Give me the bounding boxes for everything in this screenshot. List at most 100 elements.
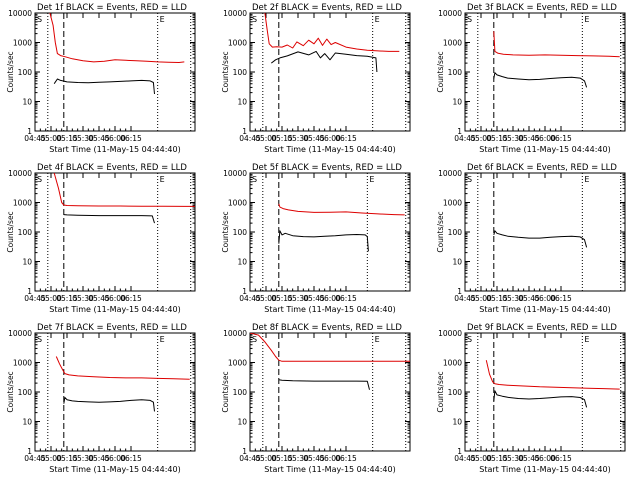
x-tick-label: 05:00	[470, 294, 492, 303]
panel-title: Det 8f BLACK = Events, RED = LLD	[252, 323, 402, 333]
y-tick-label: 1000	[13, 199, 32, 208]
y-tick-label: 10000	[223, 169, 247, 178]
y-tick-label: 10	[22, 98, 32, 107]
y-tick-label: 1	[457, 287, 462, 296]
panel-title: Det 6f BLACK = Events, RED = LLD	[467, 163, 617, 173]
y-axis-label: Counts/sec	[436, 51, 445, 92]
events-series-line	[278, 379, 370, 390]
y-tick-label: 10	[452, 418, 462, 427]
x-tick-label: 06:15	[550, 294, 572, 303]
plot-frame	[34, 332, 196, 452]
panel-title: Det 7f BLACK = Events, RED = LLD	[37, 323, 187, 333]
y-tick-label: 1	[27, 287, 32, 296]
y-tick-label: 1000	[13, 359, 32, 368]
x-tick-label: 06:00	[319, 454, 341, 463]
x-tick-label: 05:30	[502, 454, 524, 463]
events-series-line	[493, 390, 588, 408]
x-axis-label: Start Time (11-May-15 04:44:40)	[49, 145, 180, 154]
x-tick-label: 04:45	[454, 294, 476, 303]
y-tick-label: 1000	[13, 39, 32, 48]
panel-9f: Det 9f BLACK = Events, RED = LLD 1 10 100 10…	[436, 323, 626, 474]
x-tick-label: 04:45	[24, 294, 46, 303]
x-tick-label: 06:00	[104, 294, 126, 303]
y-axis-label: Counts/sec	[6, 51, 15, 92]
y-tick-label: 1000	[228, 39, 247, 48]
lld-series-line	[49, 13, 185, 63]
panel-1f: Det 1f BLACK = Events, RED = LLD 1 10 100 10…	[6, 3, 196, 154]
start-marker: S	[467, 175, 472, 184]
x-tick-label: 04:45	[239, 454, 261, 463]
events-series-line	[53, 78, 155, 95]
y-tick-label: 1000	[443, 39, 462, 48]
x-axis-label: Start Time (11-May-15 04:44:40)	[264, 305, 395, 314]
x-tick-label: 06:15	[120, 294, 142, 303]
y-tick-label: 1	[242, 447, 247, 456]
plot-frame	[34, 12, 196, 132]
x-tick-label: 05:30	[72, 454, 94, 463]
x-tick-label: 06:15	[120, 134, 142, 143]
plot-frame	[464, 172, 626, 292]
y-tick-label: 1	[457, 127, 462, 136]
y-axis-label: Counts/sec	[436, 371, 445, 412]
panel-title: Det 1f BLACK = Events, RED = LLD	[37, 3, 187, 13]
events-series-line	[278, 230, 369, 252]
events-series-line	[63, 214, 155, 224]
panel-2f: Det 2f BLACK = Events, RED = LLD 1 10 100 10…	[221, 3, 411, 154]
start-marker: S	[467, 15, 472, 24]
y-tick-label: 10000	[8, 9, 32, 18]
x-tick-label: 05:30	[287, 454, 309, 463]
y-tick-label: 1	[457, 447, 462, 456]
x-tick-label: 06:00	[319, 134, 341, 143]
y-tick-label: 100	[233, 228, 248, 237]
x-tick-label: 05:30	[502, 134, 524, 143]
x-tick-label: 05:30	[72, 294, 94, 303]
end-marker: E	[584, 15, 589, 24]
y-axis-label: Counts/sec	[436, 211, 445, 252]
panel-5f: Det 5f BLACK = Events, RED = LLD 1 10 100 10…	[221, 163, 411, 314]
x-tick-label: 04:45	[454, 454, 476, 463]
y-tick-label: 1	[27, 447, 32, 456]
x-tick-label: 05:15	[56, 454, 78, 463]
x-tick-label: 05:00	[40, 454, 62, 463]
end-marker: E	[160, 15, 165, 24]
x-tick-label: 05:30	[72, 134, 94, 143]
x-tick-label: 05:45	[303, 294, 325, 303]
end-marker: E	[369, 175, 374, 184]
lld-series-line	[278, 203, 405, 216]
x-tick-label: 06:00	[534, 454, 556, 463]
x-axis-label: Start Time (11-May-15 04:44:40)	[264, 145, 395, 154]
x-axis-label: Start Time (11-May-15 04:44:40)	[49, 465, 180, 474]
y-tick-label: 10	[22, 258, 32, 267]
start-marker: S	[467, 335, 472, 344]
y-axis-label: Counts/sec	[221, 51, 230, 92]
y-tick-label: 10	[237, 258, 247, 267]
y-tick-label: 1000	[228, 199, 247, 208]
lld-series-line	[55, 356, 190, 380]
x-tick-label: 06:00	[104, 134, 126, 143]
plot-frame	[249, 332, 411, 452]
y-tick-label: 100	[233, 388, 248, 397]
start-marker: S	[37, 175, 42, 184]
panel-4f: Det 4f BLACK = Events, RED = LLD 1 10 100 10…	[6, 163, 196, 314]
y-tick-label: 100	[448, 68, 463, 77]
plot-frame	[249, 12, 411, 132]
y-tick-label: 10000	[438, 329, 462, 338]
x-tick-label: 05:15	[486, 294, 508, 303]
x-tick-label: 05:45	[88, 294, 110, 303]
y-axis-label: Counts/sec	[221, 211, 230, 252]
y-tick-label: 10	[452, 258, 462, 267]
y-tick-label: 100	[18, 228, 33, 237]
panel-title: Det 5f BLACK = Events, RED = LLD	[252, 163, 402, 173]
x-tick-label: 05:45	[88, 454, 110, 463]
x-tick-label: 06:15	[120, 454, 142, 463]
x-tick-label: 05:15	[486, 134, 508, 143]
end-marker: E	[584, 335, 589, 344]
x-axis-label: Start Time (11-May-15 04:44:40)	[264, 465, 395, 474]
y-tick-label: 1000	[443, 199, 462, 208]
x-tick-label: 05:00	[470, 454, 492, 463]
y-tick-label: 1	[242, 287, 247, 296]
y-tick-label: 10000	[223, 329, 247, 338]
x-tick-label: 04:45	[454, 134, 476, 143]
x-tick-label: 05:45	[518, 294, 540, 303]
panel-3f: Det 3f BLACK = Events, RED = LLD 1 10 100 10…	[436, 3, 626, 154]
